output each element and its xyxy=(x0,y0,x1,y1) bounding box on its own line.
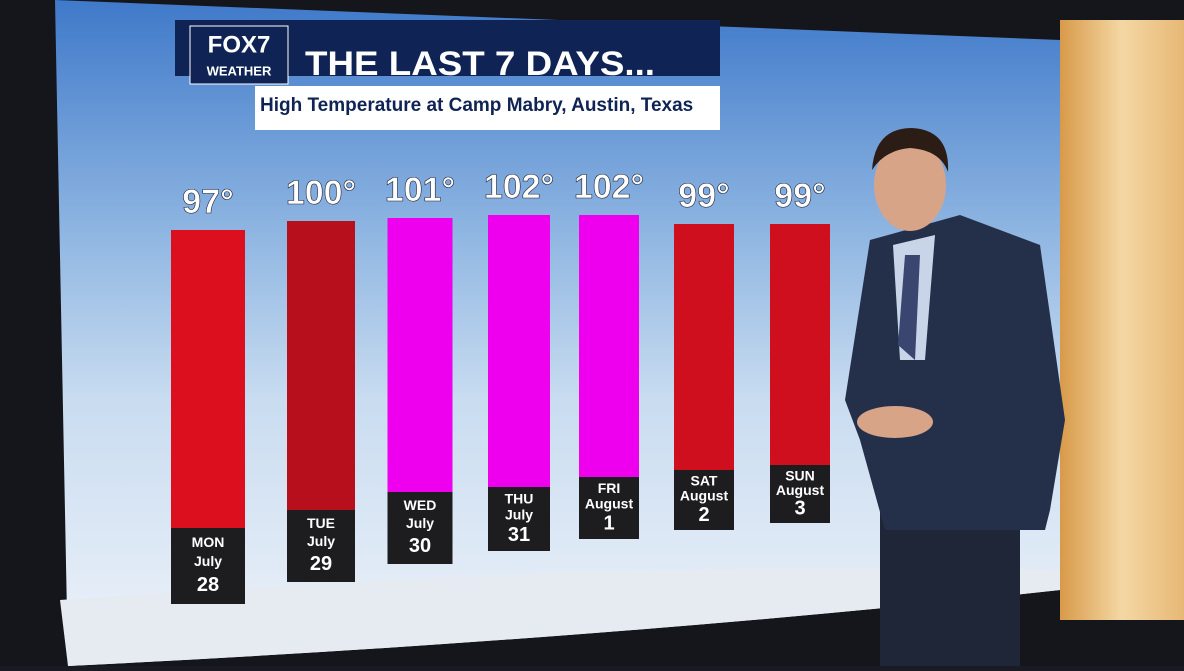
category-date: 1 xyxy=(603,512,614,534)
category-day: SUN xyxy=(785,467,815,483)
category-box xyxy=(171,528,245,604)
category-day: SAT xyxy=(691,473,718,489)
category-box xyxy=(579,477,639,539)
bar xyxy=(171,230,245,528)
bar xyxy=(287,221,355,510)
category-day: FRI xyxy=(598,480,621,496)
value-label: 102° xyxy=(574,168,644,206)
bars: 97° MON July 28 100° TUE July 29 101° WED July 30 10… xyxy=(171,168,830,604)
value-label: 99° xyxy=(678,177,729,215)
category-date: 31 xyxy=(508,524,530,546)
tie xyxy=(898,255,920,360)
category-date: 29 xyxy=(310,553,332,575)
chart-title: THE LAST 7 DAYS... xyxy=(305,45,655,83)
bar xyxy=(387,218,453,492)
bar xyxy=(579,215,639,477)
bar xyxy=(770,224,830,465)
chart-subtitle: High Temperature at Camp Mabry, Austin, … xyxy=(260,95,693,116)
face xyxy=(874,139,946,231)
category-month: August xyxy=(680,488,729,504)
value-label: 102° xyxy=(484,168,554,206)
studio-wall xyxy=(1060,20,1184,620)
subtitle-bar xyxy=(255,86,720,130)
category-box xyxy=(488,487,550,551)
logo-box xyxy=(189,25,289,85)
bar xyxy=(674,224,734,470)
category-month: July xyxy=(194,553,222,569)
category-day: WED xyxy=(404,497,437,513)
category-box xyxy=(770,465,830,523)
suit-jacket xyxy=(845,215,1065,530)
category-month: July xyxy=(406,515,434,531)
category-date: 2 xyxy=(698,504,709,526)
logo-name: FOX7 xyxy=(208,31,271,58)
category-month: August xyxy=(585,496,634,512)
category-date: 3 xyxy=(794,497,805,519)
floor xyxy=(60,568,1060,666)
category-day: THU xyxy=(505,491,534,507)
presenter xyxy=(845,128,1065,666)
value-label: 101° xyxy=(385,171,455,209)
category-day: MON xyxy=(192,534,225,550)
value-label: 99° xyxy=(774,177,825,215)
hands xyxy=(857,406,933,438)
category-date: 28 xyxy=(197,574,219,596)
category-month: July xyxy=(505,507,533,523)
category-month: July xyxy=(307,533,335,549)
category-date: 30 xyxy=(409,535,431,557)
category-box xyxy=(387,492,453,564)
logo-sub: WEATHER xyxy=(207,63,272,78)
value-label: 97° xyxy=(182,183,233,221)
hair xyxy=(872,128,949,172)
category-box xyxy=(674,470,734,530)
category-day: TUE xyxy=(307,515,335,531)
value-label: 100° xyxy=(286,174,356,212)
category-box xyxy=(287,510,355,582)
bar xyxy=(488,215,550,487)
category-month: August xyxy=(776,482,825,498)
